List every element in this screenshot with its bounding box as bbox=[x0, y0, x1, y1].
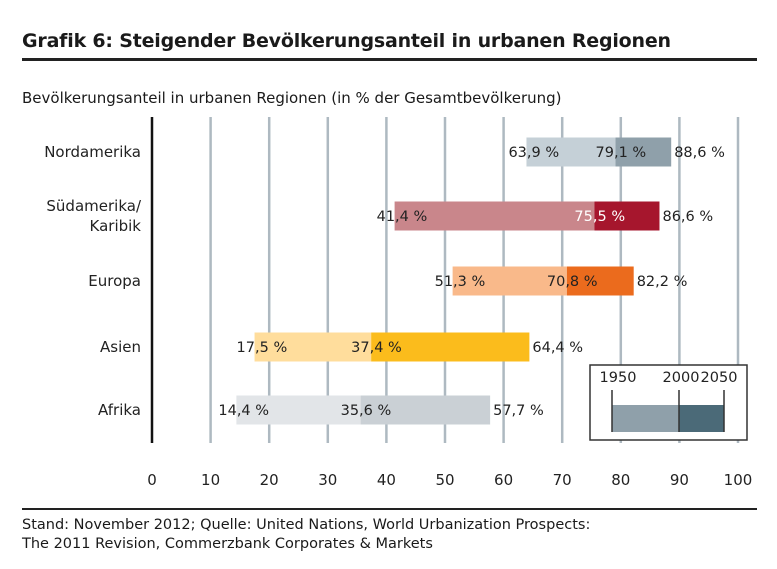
x-tick-label: 10 bbox=[201, 471, 220, 489]
source-note: Stand: November 2012; Quelle: United Nat… bbox=[22, 516, 590, 554]
category-label: Asien bbox=[100, 338, 141, 356]
legend-year-label: 1950 bbox=[600, 370, 637, 386]
legend-year-label: 2000 bbox=[663, 370, 700, 386]
footer-rule bbox=[22, 508, 757, 510]
bar-segment-1950-2000 bbox=[394, 201, 595, 231]
category-labels: Nordamerika Südamerika/Karibik Europa Asien… bbox=[44, 143, 142, 419]
bar-segment-2000-2050 bbox=[371, 332, 530, 362]
category-label: Europa bbox=[88, 272, 141, 290]
value-label-1950: 17,5 % bbox=[237, 340, 288, 356]
source-line-2: The 2011 Revision, Commerzbank Corporate… bbox=[22, 536, 433, 552]
category-label: Afrika bbox=[98, 401, 141, 419]
x-tick-label: 80 bbox=[611, 471, 630, 489]
x-tick-label: 0 bbox=[147, 471, 157, 489]
value-label-2050: 88,6 % bbox=[674, 145, 725, 161]
bar-segment-1950-2000 bbox=[452, 266, 567, 296]
x-tick-label: 20 bbox=[260, 471, 279, 489]
value-label-2050: 82,2 % bbox=[637, 274, 688, 290]
bar-segment-1950-2000 bbox=[236, 395, 361, 425]
x-tick-label: 90 bbox=[670, 471, 689, 489]
value-label-1950: 14,4 % bbox=[218, 403, 269, 419]
value-label-2000: 75,5 % bbox=[574, 209, 625, 225]
bar-segment-2000-2050 bbox=[615, 137, 672, 167]
value-labels: 63,9 % 79,1 % 88,6 % 41,4 % 75,5 % 86,6 % 51,3… bbox=[218, 145, 724, 419]
value-label-2050: 57,7 % bbox=[493, 403, 544, 419]
x-tick-label: 60 bbox=[494, 471, 513, 489]
value-label-2050: 86,6 % bbox=[662, 209, 713, 225]
bar-segment-2000-2050 bbox=[566, 266, 634, 296]
bar-segment-1950-2000 bbox=[526, 137, 616, 167]
value-label-1950: 41,4 % bbox=[377, 209, 428, 225]
value-label-2050: 64,4 % bbox=[532, 340, 583, 356]
chart-subtitle: Bevölkerungsanteil in urbanen Regionen (… bbox=[22, 89, 562, 107]
x-tick-label: 40 bbox=[377, 471, 396, 489]
bar-segment-2000-2050 bbox=[594, 201, 660, 231]
category-label: Karibik bbox=[90, 217, 142, 235]
value-label-2000: 37,4 % bbox=[351, 340, 402, 356]
legend-swatch-1950-2000 bbox=[612, 405, 679, 432]
x-tick-label: 100 bbox=[724, 471, 753, 489]
x-tick-label: 70 bbox=[553, 471, 572, 489]
range-bar-chart: 63,9 % 79,1 % 88,6 % 41,4 % 75,5 % 86,6 % 51,3… bbox=[44, 117, 752, 489]
bars bbox=[236, 137, 672, 425]
x-axis-ticks: 0 10 20 30 40 50 60 70 80 90 100 bbox=[147, 471, 752, 489]
legend-swatch-2000-2050 bbox=[679, 405, 724, 432]
x-tick-label: 50 bbox=[435, 471, 454, 489]
value-label-1950: 63,9 % bbox=[508, 145, 559, 161]
chart-title: Grafik 6: Steigender Bevölkerungsanteil … bbox=[22, 30, 671, 52]
x-tick-label: 30 bbox=[318, 471, 337, 489]
value-label-1950: 51,3 % bbox=[435, 274, 486, 290]
source-line-1: Stand: November 2012; Quelle: United Nat… bbox=[22, 517, 591, 533]
value-label-2000: 79,1 % bbox=[596, 145, 647, 161]
legend-year-label: 2050 bbox=[701, 370, 738, 386]
legend: 1950 2000 2050 bbox=[589, 364, 748, 441]
value-label-2000: 35,6 % bbox=[341, 403, 392, 419]
bar-segment-1950-2000 bbox=[254, 332, 372, 362]
category-label: Nordamerika bbox=[44, 143, 141, 161]
bar-segment-2000-2050 bbox=[360, 395, 491, 425]
value-label-2000: 70,8 % bbox=[547, 274, 598, 290]
title-rule bbox=[22, 58, 757, 61]
category-label: Südamerika/ bbox=[46, 197, 142, 215]
